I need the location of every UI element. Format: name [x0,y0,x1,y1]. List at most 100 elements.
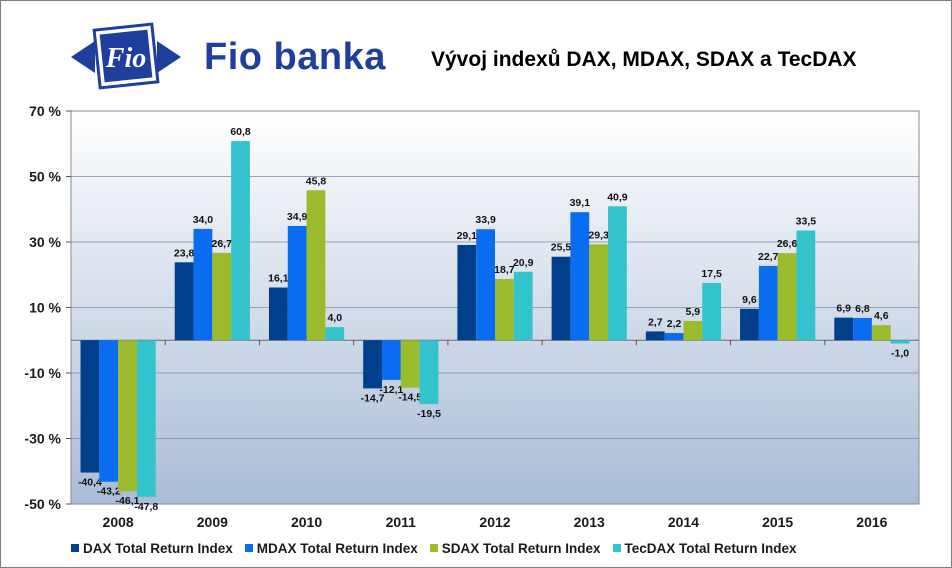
bar [306,190,326,341]
bar [608,206,627,341]
x-tick-label: 2016 [856,514,887,530]
data-label: 60,8 [230,126,251,138]
data-label: 25,5 [551,242,572,254]
data-label: -19,5 [417,408,441,420]
data-label: 18,7 [494,264,515,276]
data-label: -40,4 [78,477,102,489]
data-label: 23,8 [174,247,195,259]
bar [570,212,590,341]
fio-logo: Fio [71,22,181,90]
data-label: -1,0 [891,348,909,360]
legend-item: DAX Total Return Index [71,539,233,557]
bar [212,252,232,341]
x-tick-label: 2008 [103,514,134,530]
data-label: -14,5 [398,392,422,404]
legend-swatch [71,544,79,552]
bar [645,331,665,341]
data-label: 9,6 [742,294,757,306]
bar [551,256,571,341]
data-label: 39,1 [570,197,591,209]
data-label: 33,9 [475,214,496,226]
y-tick-label: 50 % [29,169,61,185]
legend-label: DAX Total Return Index [83,540,233,556]
legend-swatch [612,544,621,552]
legend-item: TecDAX Total Return Index [612,539,797,557]
data-label: 33,5 [796,216,817,228]
y-tick-label: -10 % [24,365,61,381]
bar [834,317,854,341]
bar [702,282,722,341]
x-tick-label: 2015 [762,514,793,530]
data-label: 2,7 [648,316,663,328]
bar [740,308,759,341]
x-tick-label: 2011 [386,514,417,530]
data-label: 5,9 [686,306,701,318]
data-label: -14,7 [361,392,385,404]
bar [513,271,533,341]
x-tick-label: 2009 [197,514,228,530]
legend-label: MDAX Total Return Index [256,540,418,556]
legend-label: SDAX Total Return Index [441,540,601,556]
legend-item: MDAX Total Return Index [244,539,418,557]
data-label: 6,9 [836,303,851,315]
bar [381,340,401,380]
data-label: 16,1 [268,273,289,285]
bar [495,279,514,341]
bar [99,340,119,482]
data-label: 45,8 [306,175,327,187]
data-label: 4,6 [874,310,889,322]
data-label: 26,6 [777,238,798,250]
bar [136,340,156,497]
bar [796,230,816,341]
data-label: -47,8 [134,501,158,513]
bar [193,228,213,341]
bar [231,141,250,341]
bar [871,325,891,341]
legend-swatch [429,544,438,552]
bar [853,317,872,341]
y-tick-label: 30 % [29,234,61,250]
chart-title: Vývoj indexů DAX, MDAX, SDAX a TecDAX [431,48,857,71]
bar [325,327,345,341]
legend-item: SDAX Total Return Index [429,539,601,557]
data-label: 22,7 [758,251,779,263]
data-label: 34,9 [287,211,308,223]
bar [457,244,477,341]
bar [118,340,137,492]
logo-flag-right [157,41,181,73]
legend: DAX Total Return Index MDAX Total Return … [71,539,809,557]
data-label: 40,9 [607,191,628,203]
legend-label: TecDAX Total Return Index [624,540,797,556]
brand-name: Fio banka [204,36,386,78]
bar [268,287,288,341]
bar [890,340,910,344]
bar [287,225,307,341]
legend-swatch [244,544,253,552]
data-label: 2,2 [667,318,682,330]
data-label: 4,0 [327,312,342,324]
bar [683,320,703,341]
bar [758,265,778,341]
x-tick-label: 2012 [479,514,510,530]
logo-text: Fio [105,43,146,74]
bar [589,244,609,341]
data-label: 34,0 [193,214,214,226]
logo-flag-left [71,41,95,73]
y-tick-label: 10 % [29,300,61,316]
data-label: -12,1 [379,384,403,396]
x-tick-label: 2013 [574,514,605,530]
x-tick-label: 2014 [668,514,699,530]
data-label: 6,8 [855,303,870,315]
bar [363,340,382,389]
data-label: 29,3 [588,229,609,241]
bar [777,253,797,341]
bar [80,340,100,473]
data-label: 29,1 [457,230,478,242]
data-label: 20,9 [513,257,534,269]
data-label: 17,5 [701,268,722,280]
bar [664,333,684,341]
bar [476,229,495,341]
x-tick-label: 2010 [291,514,322,530]
